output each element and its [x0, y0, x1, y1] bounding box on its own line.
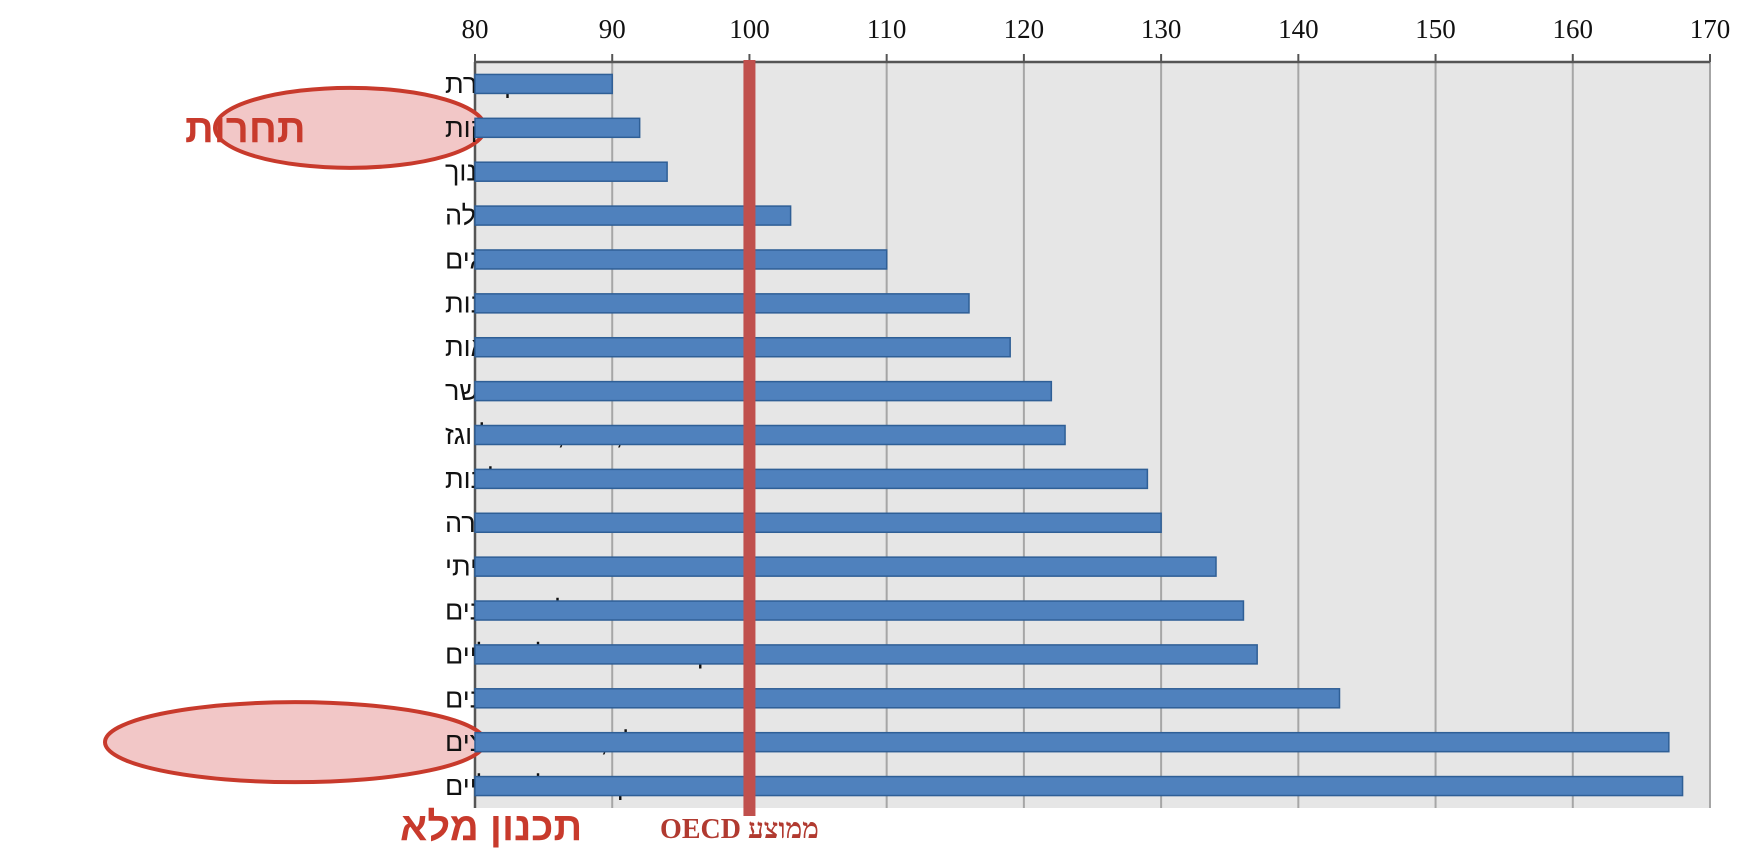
- bar: [474, 205, 792, 226]
- x-axis-ticks: 80 90 100 110 120 130 140 150 160 170: [462, 14, 1731, 808]
- highlight-ellipse: [103, 700, 487, 785]
- bar: [474, 117, 641, 139]
- bar: [474, 644, 1258, 665]
- annotation-label: תכנון מלא: [400, 805, 582, 849]
- reference-line-group: ממוצע OECD: [660, 60, 819, 845]
- x-tick-label: 160: [1553, 14, 1594, 44]
- x-tick-label: 90: [599, 14, 626, 44]
- x-tick-label: 140: [1278, 14, 1319, 44]
- x-tick-label: 170: [1690, 14, 1731, 44]
- reference-line-label: ממוצע OECD: [660, 814, 819, 845]
- bars: [474, 73, 1684, 797]
- x-tick-label: 100: [729, 14, 770, 44]
- bar: [474, 161, 668, 182]
- bar: [474, 688, 1341, 709]
- bar: [474, 293, 970, 314]
- x-tick-label: 80: [462, 14, 489, 44]
- bar: [474, 249, 888, 270]
- bar: [474, 556, 1217, 577]
- x-tick-label: 130: [1141, 14, 1182, 44]
- reference-line: [743, 60, 756, 816]
- highlight-ellipses: [103, 85, 487, 785]
- bar: [474, 424, 1066, 446]
- annotation-label: תחרות: [185, 107, 306, 151]
- bar: [474, 512, 1162, 534]
- bar: [474, 775, 1684, 797]
- bar: [474, 336, 1011, 358]
- bar: [474, 380, 1053, 402]
- annotations: תחרות תכנון מלא: [185, 107, 582, 849]
- bar: [474, 600, 1245, 621]
- bar: [474, 468, 1149, 490]
- bar: [474, 73, 613, 95]
- x-tick-label: 150: [1415, 14, 1456, 44]
- x-tick-label: 120: [1004, 14, 1045, 44]
- bar: [474, 731, 1670, 753]
- x-tick-label: 110: [867, 14, 907, 44]
